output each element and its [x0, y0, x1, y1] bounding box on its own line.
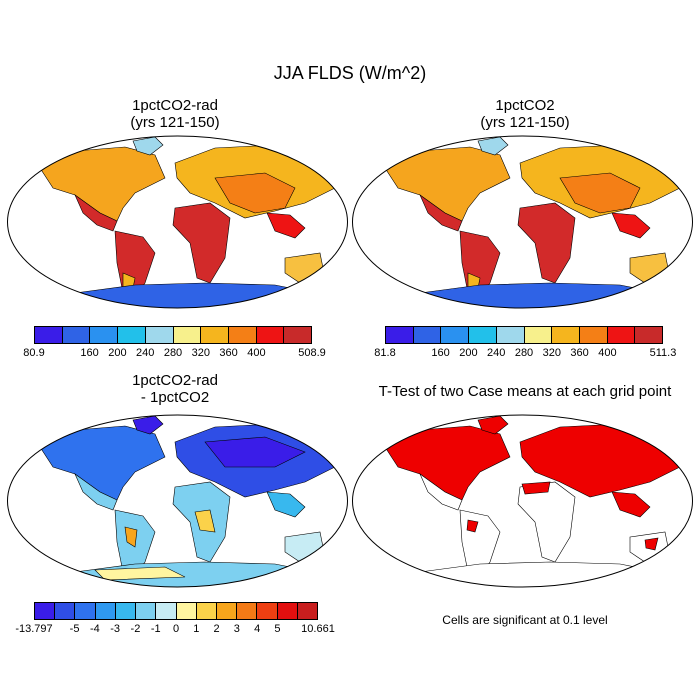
- map-panel-3: [7, 414, 348, 588]
- colorbar1-tick-label: 360: [219, 347, 238, 359]
- colorbar3-tick-label: 4: [254, 623, 261, 635]
- colorbar3-swatch: [55, 603, 76, 619]
- colorbar3-swatch: [216, 603, 238, 619]
- colorbar3-swatch: [115, 603, 137, 619]
- colorbar2-tick-label: 320: [542, 347, 561, 359]
- colorbar3-tick-label: -2: [130, 623, 141, 635]
- colorbar3-swatch: [35, 603, 56, 619]
- figure-title: JJA FLDS (W/m^2): [273, 63, 427, 83]
- colorbar3-tick-label: -4: [89, 623, 100, 635]
- colorbar2-swatch: [607, 327, 636, 343]
- colorbar3-tick-label: 2: [213, 623, 220, 635]
- panel-title-3-line2: - 1pctCO2: [140, 389, 210, 406]
- panel-title-3: 1pctCO2-rad - 1pctCO2: [25, 372, 325, 406]
- colorbar3-tick-label: 5: [274, 623, 281, 635]
- colorbar-1: [34, 326, 312, 344]
- colorbar2-tick-label: 240: [487, 347, 506, 359]
- panel-title-4: T-Test of two Case means at each grid po…: [378, 383, 672, 400]
- colorbar3-swatch: [95, 603, 116, 619]
- colorbar1-tick-label: 200: [108, 347, 127, 359]
- colorbar1-swatch: [284, 327, 312, 343]
- colorbar1-swatch: [228, 327, 257, 343]
- colorbar1-tick-label: 80.9: [23, 347, 45, 359]
- colorbar1-tick-label: 280: [163, 347, 183, 359]
- colorbar3-tick-label: 0: [172, 623, 180, 635]
- colorbar3-swatch: [237, 603, 258, 619]
- map-panel-4: [352, 414, 693, 588]
- panel-title-2-line2: (yrs 121-150): [480, 114, 570, 131]
- panel-title-2-line1: 1pctCO2: [495, 97, 555, 114]
- colorbar1-swatch: [35, 327, 63, 343]
- panel-title-1: 1pctCO2-rad (yrs 121-150): [25, 97, 325, 131]
- colorbar1-swatch: [201, 327, 229, 343]
- panel-title-2: 1pctCO2 (yrs 121-150): [375, 97, 675, 131]
- colorbar2-swatch: [496, 327, 525, 343]
- colorbar3-swatch: [257, 603, 278, 619]
- colorbar1-swatch: [173, 327, 202, 343]
- colorbar1-swatch: [62, 327, 91, 343]
- colorbar2-tick-label: 360: [570, 347, 589, 359]
- colorbar3-tick-label: 10.661: [301, 623, 335, 635]
- colorbar1-tick-label: 160: [80, 347, 99, 359]
- map-panel-2: [352, 135, 693, 309]
- colorbar1-tick-label: 508.9: [298, 347, 326, 359]
- colorbar2-tick-label: 400: [598, 347, 617, 359]
- colorbar3-tick-label: 1: [193, 623, 200, 635]
- colorbar1-swatch: [118, 327, 146, 343]
- colorbar2-swatch: [524, 327, 553, 343]
- colorbar2-swatch: [386, 327, 414, 343]
- colorbar2-tick-label: 81.8: [374, 347, 396, 359]
- colorbar2-tick-label: 200: [459, 347, 478, 359]
- colorbar1-swatch: [90, 327, 119, 343]
- significance-note: Cells are significant at 0.1 level: [442, 613, 608, 627]
- colorbar2-swatch: [579, 327, 608, 343]
- panel-title-3-line1: 1pctCO2-rad: [132, 372, 218, 389]
- colorbar2-swatch: [441, 327, 470, 343]
- colorbar1-tick-label: 240: [136, 347, 155, 359]
- colorbar1-tick-label: 400: [247, 347, 266, 359]
- colorbar1-tick-label: 320: [191, 347, 210, 359]
- colorbar3-swatch: [156, 603, 177, 619]
- colorbar3-tick-label: -13.797: [15, 623, 53, 635]
- colorbar2-swatch: [413, 327, 442, 343]
- colorbar3-swatch: [297, 603, 318, 619]
- colorbar2-swatch: [635, 327, 663, 343]
- panel-title-1-line2: (yrs 121-150): [130, 114, 220, 131]
- colorbar1-swatch: [256, 327, 285, 343]
- panel-title-1-line1: 1pctCO2-rad: [132, 97, 218, 114]
- colorbar2-tick-label: 511.3: [649, 347, 677, 359]
- colorbar3-swatch: [75, 603, 96, 619]
- colorbar2-tick-label: 160: [431, 347, 450, 359]
- colorbar3-swatch: [196, 603, 217, 619]
- colorbar3-tick-label: 3: [233, 623, 240, 635]
- colorbar3-swatch: [277, 603, 298, 619]
- map-panel-1: [7, 135, 348, 309]
- colorbar-3: [34, 602, 318, 620]
- colorbar3-tick-label: -1: [150, 623, 161, 635]
- colorbar3-swatch: [176, 603, 197, 619]
- colorbar3-swatch: [136, 603, 157, 619]
- colorbar-2: [385, 326, 663, 344]
- colorbar2-tick-label: 280: [514, 347, 534, 359]
- colorbar3-tick-label: -3: [110, 623, 121, 635]
- colorbar3-tick-label: -5: [69, 623, 80, 635]
- colorbar1-swatch: [145, 327, 174, 343]
- colorbar2-swatch: [469, 327, 497, 343]
- colorbar2-swatch: [552, 327, 580, 343]
